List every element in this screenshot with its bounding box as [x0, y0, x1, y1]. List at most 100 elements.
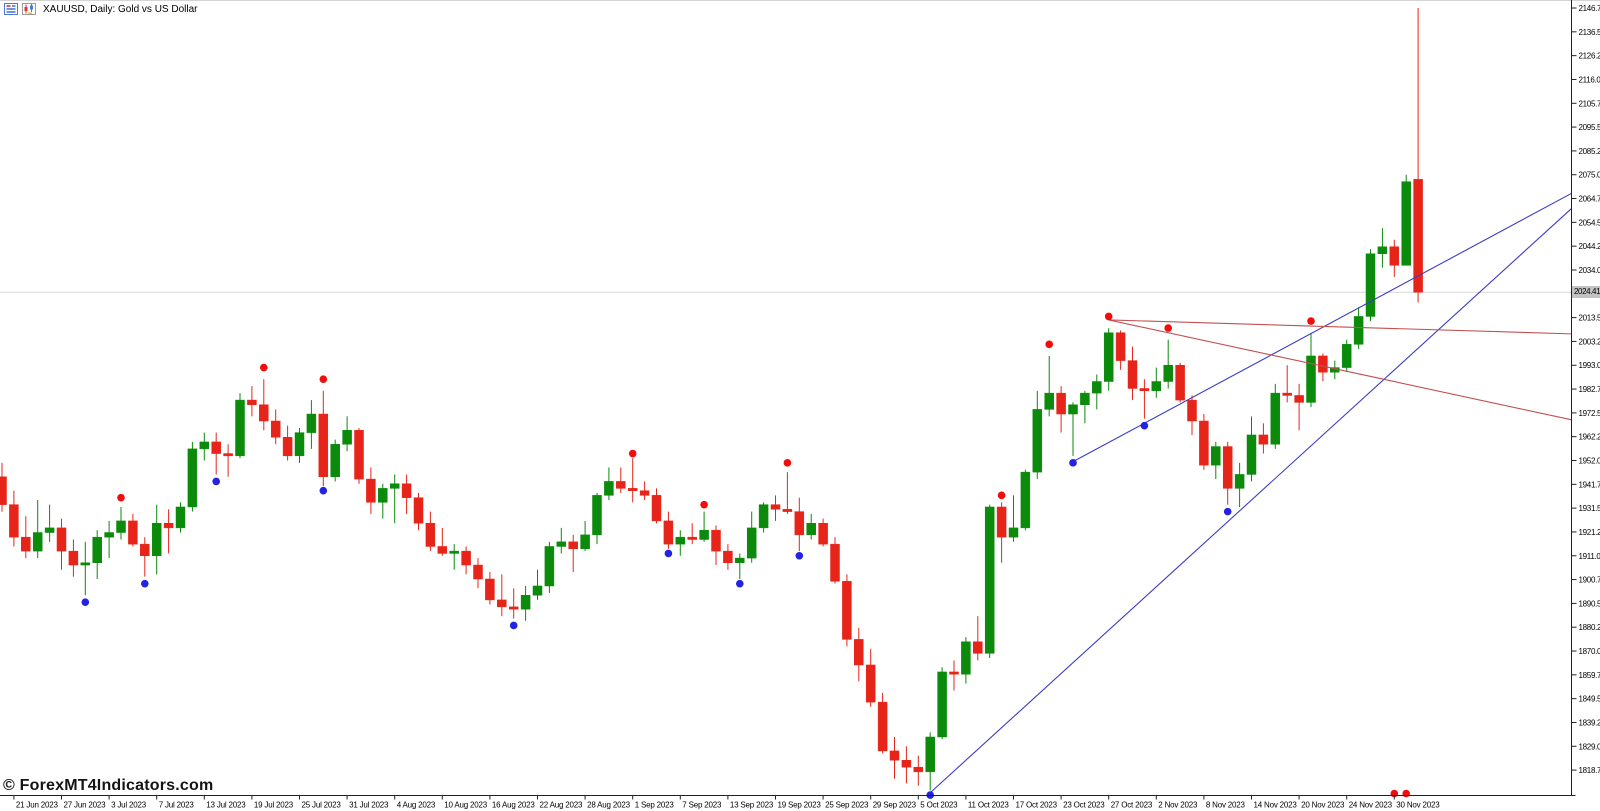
candle [294, 427, 305, 463]
fractal-up-dot [1045, 340, 1053, 349]
fractal-down-dot [1140, 421, 1149, 430]
candle [782, 472, 793, 514]
candle [723, 544, 733, 570]
candle [865, 648, 876, 707]
candle [580, 520, 590, 552]
price-tick-label: 2054.50 [1579, 218, 1600, 227]
date-tick-label: 30 Nov 2023 [1396, 801, 1440, 810]
candle [235, 393, 245, 459]
candle [1318, 353, 1328, 382]
candle [140, 537, 150, 577]
price-tick-label: 1859.75 [1579, 671, 1600, 680]
candle [318, 390, 329, 487]
fractal-down-dot [141, 579, 149, 588]
candle [592, 493, 602, 545]
candle [378, 483, 388, 519]
resistance-trendline-steep[interactable] [1108, 319, 1572, 421]
candle [687, 523, 697, 545]
resistance-trendline-flat[interactable] [1108, 319, 1572, 335]
candle [877, 692, 888, 754]
candle [711, 525, 721, 566]
candle [1008, 495, 1019, 542]
price-tick-label: 1962.25 [1579, 433, 1600, 442]
date-tick-label: 19 Sep 2023 [778, 801, 822, 810]
candle [1163, 339, 1173, 389]
price-tick-label: 1880.25 [1579, 623, 1600, 632]
candle [497, 574, 507, 617]
date-tick-label: 13 Sep 2023 [730, 801, 774, 810]
date-tick-label: 1 Sep 2023 [635, 801, 675, 810]
date-tick-label: 20 Nov 2023 [1301, 801, 1345, 810]
candle [1282, 365, 1292, 403]
fractal-up-dot [117, 493, 125, 502]
date-tick-label: 27 Jun 2023 [64, 801, 107, 810]
candle [901, 746, 912, 784]
candle [508, 588, 519, 619]
date-tick-label: 4 Aug 2023 [397, 801, 436, 810]
date-tick-label: 21 Jun 2023 [16, 801, 59, 810]
time-axis[interactable]: 21 Jun 2023 27 Jun 2023 3 Jul 2023 7 Jul 20… [13, 795, 1440, 810]
price-tick-label: 2136.50 [1579, 28, 1600, 37]
date-tick-label: 16 Aug 2023 [492, 801, 535, 810]
candle [758, 502, 769, 533]
support-trendline-steep[interactable] [929, 208, 1572, 794]
trendlines-layer [929, 192, 1572, 794]
candle [1294, 383, 1304, 431]
date-tick-label: 14 Nov 2023 [1254, 801, 1298, 810]
candle [461, 546, 471, 575]
candle [163, 509, 174, 554]
candle [80, 541, 91, 596]
candle [44, 504, 55, 542]
support-trendline-shallow[interactable] [1072, 192, 1572, 463]
price-tick-label: 2064.75 [1579, 195, 1600, 204]
candle [794, 497, 805, 552]
date-tick-label: 25 Sep 2023 [825, 801, 869, 810]
date-tick-label: 24 Nov 2023 [1349, 801, 1393, 810]
price-tick-label: 1849.50 [1579, 695, 1600, 704]
candle [1234, 462, 1245, 507]
fractal-down-dot [795, 551, 804, 560]
candle [68, 539, 79, 577]
date-tick-label: 10 Aug 2023 [444, 801, 487, 810]
candle [211, 432, 221, 475]
candle [854, 627, 864, 682]
price-tick-label: 1829.00 [1579, 742, 1600, 751]
price-tick-label: 1952.00 [1579, 457, 1600, 466]
fractal-up-dot [628, 449, 637, 458]
candle [1139, 379, 1150, 419]
date-tick-label: 7 Sep 2023 [682, 801, 722, 810]
candle [223, 444, 233, 477]
fractal-down-dot [212, 477, 220, 486]
fractal-up-dot [1307, 317, 1315, 325]
candle [437, 527, 448, 556]
date-tick-label: 29 Sep 2023 [873, 801, 917, 810]
candle [1211, 441, 1221, 480]
candle [699, 511, 709, 542]
candle [604, 467, 614, 500]
price-tick-label: 1982.75 [1579, 385, 1600, 394]
fractal-down-dot [509, 621, 518, 630]
candle [616, 467, 626, 494]
date-tick-label: 23 Oct 2023 [1063, 801, 1105, 810]
price-tick-label: 1993.00 [1579, 361, 1600, 370]
candle [449, 544, 459, 570]
candle [639, 481, 650, 500]
price-axis[interactable]: 2146.75 2136.50 2126.25 2116.00 2105.75 2095.… [1571, 4, 1600, 775]
candle [128, 513, 138, 547]
date-tick-label: 11 Oct 2023 [968, 801, 1010, 810]
fractal-up-dot [260, 363, 268, 372]
current-price-tag: 2024.41 [1572, 286, 1600, 298]
candle [1413, 8, 1423, 303]
price-tick-label: 1941.75 [1579, 480, 1600, 489]
price-tick-label: 1911.00 [1579, 552, 1600, 561]
price-tick-label: 1890.50 [1579, 599, 1600, 608]
date-tick-label: 28 Aug 2023 [587, 801, 630, 810]
candle [520, 585, 531, 621]
price-tick-label: 2013.50 [1579, 314, 1600, 323]
price-tick-label: 2044.25 [1579, 242, 1600, 251]
candle [842, 574, 852, 647]
candle [889, 736, 900, 779]
fractal-up-dot [1104, 312, 1113, 321]
